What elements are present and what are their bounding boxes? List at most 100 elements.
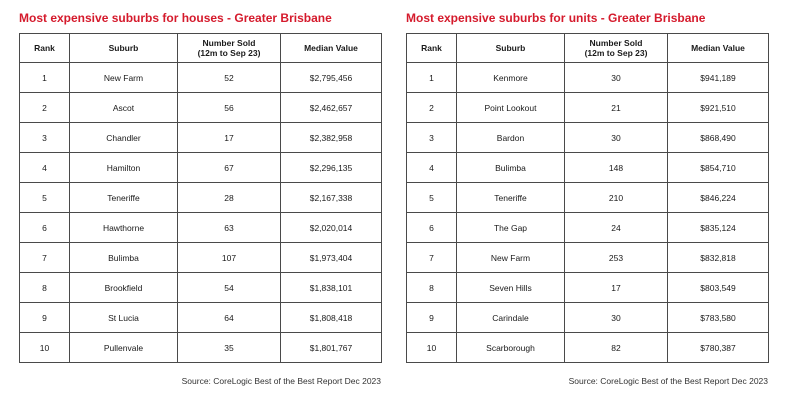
houses-cell-median: $2,462,657 bbox=[280, 92, 382, 123]
units-cell-rank: 2 bbox=[406, 92, 457, 123]
units-header-median: Median Value bbox=[667, 33, 769, 63]
houses-cell-suburb: Pullenvale bbox=[69, 332, 178, 363]
table-row: 1 New Farm 52 $2,795,456 bbox=[19, 62, 382, 93]
units-cell-suburb: Seven Hills bbox=[456, 272, 565, 303]
houses-cell-rank: 8 bbox=[19, 272, 70, 303]
houses-source: Source: CoreLogic Best of the Best Repor… bbox=[181, 376, 381, 386]
houses-cell-suburb: St Lucia bbox=[69, 302, 178, 333]
units-cell-suburb: Scarborough bbox=[456, 332, 565, 363]
units-cell-suburb: New Farm bbox=[456, 242, 565, 273]
units-cell-median: $803,549 bbox=[667, 272, 769, 303]
units-cell-rank: 5 bbox=[406, 182, 457, 213]
table-row: 7 New Farm 253 $832,818 bbox=[406, 242, 769, 273]
houses-cell-suburb: Teneriffe bbox=[69, 182, 178, 213]
units-cell-suburb: The Gap bbox=[456, 212, 565, 243]
table-row: 7 Bulimba 107 $1,973,404 bbox=[19, 242, 382, 273]
units-cell-median: $921,510 bbox=[667, 92, 769, 123]
houses-cell-rank: 1 bbox=[19, 62, 70, 93]
table-row: 6 Hawthorne 63 $2,020,014 bbox=[19, 212, 382, 243]
table-row: 5 Teneriffe 210 $846,224 bbox=[406, 182, 769, 213]
units-header-row: Rank Suburb Number Sold (12m to Sep 23) … bbox=[406, 33, 769, 63]
units-table: Rank Suburb Number Sold (12m to Sep 23) … bbox=[406, 33, 769, 363]
table-row: 1 Kenmore 30 $941,189 bbox=[406, 62, 769, 93]
units-cell-suburb: Teneriffe bbox=[456, 182, 565, 213]
units-cell-suburb: Bulimba bbox=[456, 152, 565, 183]
units-cell-rank: 10 bbox=[406, 332, 457, 363]
houses-cell-suburb: New Farm bbox=[69, 62, 178, 93]
houses-cell-median: $1,838,101 bbox=[280, 272, 382, 303]
units-header-suburb: Suburb bbox=[456, 33, 565, 63]
units-cell-sold: 21 bbox=[564, 92, 668, 123]
houses-cell-rank: 9 bbox=[19, 302, 70, 333]
table-row: 8 Brookfield 54 $1,838,101 bbox=[19, 272, 382, 303]
table-row: 5 Teneriffe 28 $2,167,338 bbox=[19, 182, 382, 213]
units-cell-median: $846,224 bbox=[667, 182, 769, 213]
houses-cell-suburb: Hawthorne bbox=[69, 212, 178, 243]
houses-cell-sold: 107 bbox=[177, 242, 281, 273]
units-cell-sold: 82 bbox=[564, 332, 668, 363]
units-cell-sold: 148 bbox=[564, 152, 668, 183]
houses-cell-sold: 67 bbox=[177, 152, 281, 183]
table-row: 9 St Lucia 64 $1,808,418 bbox=[19, 302, 382, 333]
houses-cell-suburb: Chandler bbox=[69, 122, 178, 153]
table-row: 10 Scarborough 82 $780,387 bbox=[406, 332, 769, 363]
units-cell-sold: 24 bbox=[564, 212, 668, 243]
houses-cell-median: $2,020,014 bbox=[280, 212, 382, 243]
units-cell-median: $835,124 bbox=[667, 212, 769, 243]
units-cell-median: $780,387 bbox=[667, 332, 769, 363]
houses-header-row: Rank Suburb Number Sold (12m to Sep 23) … bbox=[19, 33, 382, 63]
houses-header-sold-line1: Number Sold bbox=[202, 38, 256, 48]
units-header-sold: Number Sold (12m to Sep 23) bbox=[564, 33, 668, 63]
houses-cell-median: $2,296,135 bbox=[280, 152, 382, 183]
houses-cell-rank: 6 bbox=[19, 212, 70, 243]
houses-cell-rank: 7 bbox=[19, 242, 70, 273]
houses-cell-median: $1,973,404 bbox=[280, 242, 382, 273]
units-cell-rank: 7 bbox=[406, 242, 457, 273]
houses-cell-suburb: Ascot bbox=[69, 92, 178, 123]
units-cell-suburb: Bardon bbox=[456, 122, 565, 153]
units-cell-median: $868,490 bbox=[667, 122, 769, 153]
table-row: 8 Seven Hills 17 $803,549 bbox=[406, 272, 769, 303]
units-source: Source: CoreLogic Best of the Best Repor… bbox=[568, 376, 768, 386]
units-cell-sold: 30 bbox=[564, 302, 668, 333]
table-row: 3 Bardon 30 $868,490 bbox=[406, 122, 769, 153]
units-cell-sold: 253 bbox=[564, 242, 668, 273]
table-row: 4 Hamilton 67 $2,296,135 bbox=[19, 152, 382, 183]
houses-cell-median: $2,167,338 bbox=[280, 182, 382, 213]
houses-header-sold: Number Sold (12m to Sep 23) bbox=[177, 33, 281, 63]
houses-cell-median: $2,382,958 bbox=[280, 122, 382, 153]
units-cell-suburb: Carindale bbox=[456, 302, 565, 333]
table-row: 6 The Gap 24 $835,124 bbox=[406, 212, 769, 243]
houses-cell-median: $1,808,418 bbox=[280, 302, 382, 333]
table-row: 3 Chandler 17 $2,382,958 bbox=[19, 122, 382, 153]
houses-cell-sold: 56 bbox=[177, 92, 281, 123]
houses-cell-sold: 52 bbox=[177, 62, 281, 93]
houses-cell-sold: 28 bbox=[177, 182, 281, 213]
houses-cell-rank: 2 bbox=[19, 92, 70, 123]
units-cell-median: $854,710 bbox=[667, 152, 769, 183]
houses-cell-suburb: Bulimba bbox=[69, 242, 178, 273]
units-cell-suburb: Kenmore bbox=[456, 62, 565, 93]
houses-title: Most expensive suburbs for houses - Grea… bbox=[19, 11, 332, 25]
units-title: Most expensive suburbs for units - Great… bbox=[406, 11, 706, 25]
houses-cell-rank: 3 bbox=[19, 122, 70, 153]
houses-cell-sold: 63 bbox=[177, 212, 281, 243]
units-header-sold-line2: (12m to Sep 23) bbox=[584, 48, 648, 58]
units-header-sold-line1: Number Sold bbox=[589, 38, 643, 48]
houses-cell-median: $1,801,767 bbox=[280, 332, 382, 363]
houses-cell-rank: 5 bbox=[19, 182, 70, 213]
units-table-body: 1 Kenmore 30 $941,189 2 Point Lookout 21 $921,5… bbox=[406, 62, 769, 363]
houses-cell-suburb: Brookfield bbox=[69, 272, 178, 303]
units-cell-suburb: Point Lookout bbox=[456, 92, 565, 123]
houses-table-body: 1 New Farm 52 $2,795,456 2 Ascot 56 $2,462,657 3… bbox=[19, 62, 382, 363]
units-cell-median: $832,818 bbox=[667, 242, 769, 273]
houses-cell-sold: 64 bbox=[177, 302, 281, 333]
units-header-rank: Rank bbox=[406, 33, 457, 63]
houses-cell-median: $2,795,456 bbox=[280, 62, 382, 93]
houses-cell-sold: 35 bbox=[177, 332, 281, 363]
units-cell-rank: 4 bbox=[406, 152, 457, 183]
houses-header-median: Median Value bbox=[280, 33, 382, 63]
houses-cell-rank: 4 bbox=[19, 152, 70, 183]
houses-header-suburb: Suburb bbox=[69, 33, 178, 63]
units-cell-sold: 210 bbox=[564, 182, 668, 213]
